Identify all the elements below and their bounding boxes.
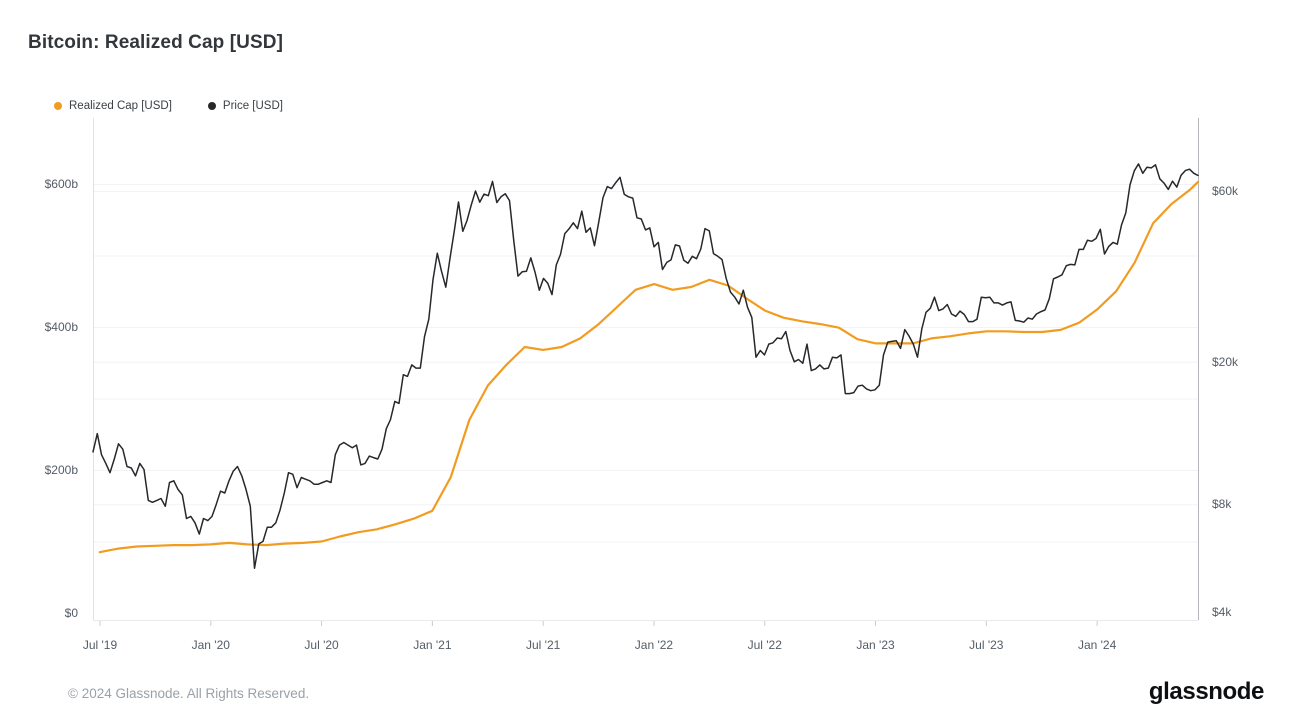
legend-label-realized-cap: Realized Cap [USD]: [69, 100, 172, 112]
x-axis-label: Jul '20: [304, 638, 339, 652]
x-axis-label: Jul '23: [969, 638, 1004, 652]
realized-cap-dot-icon: [54, 102, 62, 110]
x-axis-label: Jan '20: [191, 638, 230, 652]
chart-legend: Realized Cap [USD] Price [USD]: [54, 100, 283, 112]
realized-cap-line: [98, 180, 1200, 554]
x-axis-label: Jan '22: [634, 638, 674, 652]
x-axis-label: Jul '22: [747, 638, 782, 652]
y-axis-left-label: $0: [64, 606, 78, 620]
legend-item-price[interactable]: Price [USD]: [207, 100, 283, 112]
y-axis-left-label: $400b: [44, 320, 78, 334]
x-axis-label: Jul '21: [526, 638, 561, 652]
y-axis-left-label: $600b: [44, 177, 78, 191]
y-axis-right-label: $8k: [1212, 497, 1232, 512]
price-dot-icon: [207, 102, 216, 110]
y-axis-left-label: $200b: [44, 463, 78, 477]
x-axis-label: Jan '23: [856, 638, 895, 652]
price-line: [92, 163, 1199, 569]
x-axis-label: Jan '24: [1077, 638, 1117, 652]
legend-item-realized-cap[interactable]: Realized Cap [USD]: [54, 100, 172, 112]
x-axis-label: Jul '19: [82, 638, 118, 652]
glassnode-logo: glassnode: [1148, 678, 1265, 705]
legend-label-price: Price [USD]: [222, 100, 283, 112]
copyright-text: © 2024 Glassnode. All Rights Reserved.: [68, 686, 310, 701]
x-axis-label: Jan '21: [413, 638, 452, 652]
y-axis-right-label: $60k: [1212, 183, 1239, 198]
page-title: Bitcoin: Realized Cap [USD]: [28, 32, 283, 53]
y-axis-right-label: $20k: [1212, 354, 1239, 369]
y-axis-right-label: $4k: [1212, 605, 1232, 619]
